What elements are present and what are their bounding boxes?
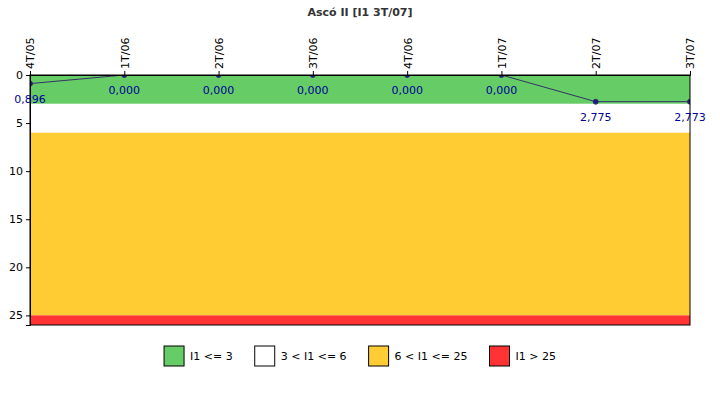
x-tick-mark [124,71,125,75]
legend-swatch [369,346,389,366]
data-label: 0,000 [109,84,141,97]
x-tick: 4T/06 [401,38,414,75]
x-tick-label: 1T/06 [119,38,132,69]
x-axis: 4T/05 1T/06 2T/06 3T/06 4T/06 1T/07 2T/07 3T/07 [24,38,697,76]
y-tick-label: 20 [9,261,23,274]
legend-swatch [255,346,275,366]
legend-label: 6 < I1 <= 25 [395,350,468,363]
data-label: 0,000 [486,84,518,97]
legend-label: I1 <= 3 [190,350,233,363]
x-tick-label: 4T/06 [401,38,414,69]
y-tick-mark [26,315,30,316]
x-tick-mark [690,71,691,75]
legend: I1 <= 3 3 < I1 <= 6 6 < I1 <= 25 I1 > 25 [164,346,556,366]
x-tick-mark [596,71,597,75]
y-tick-mark [26,219,30,220]
x-tick: 2T/07 [590,38,603,75]
x-tick-label: 1T/07 [496,38,509,69]
x-tick-mark [30,71,31,75]
x-tick-mark [501,71,502,75]
plot-area [30,75,690,325]
plot-frame [30,75,690,325]
y-axis: 0 5 10 15 20 25 [9,69,31,325]
x-tick-mark [219,71,220,75]
x-tick-label: 2T/06 [213,38,226,69]
y-axis-line [26,76,31,326]
y-tick-mark [26,123,30,124]
x-tick-label: 3T/06 [307,38,320,69]
y-tick: 0 [16,69,30,82]
x-tick-mark [407,71,408,75]
x-tick-label: 3T/07 [684,38,697,69]
legend-swatch [489,346,509,366]
x-tick-mark [313,71,314,75]
y-tick-mark [26,171,30,172]
band [30,315,690,325]
band [30,104,690,133]
y-tick-mark [26,267,30,268]
legend-item: 3 < I1 <= 6 [255,346,347,366]
x-axis-line [31,71,691,76]
band [30,133,690,316]
data-label: 0,000 [391,84,423,97]
data-label: 2,775 [580,111,612,124]
legend-item: I1 <= 3 [164,346,233,366]
legend-label: 3 < I1 <= 6 [281,350,347,363]
x-tick-label: 4T/05 [24,38,37,69]
data-label: 0,000 [297,84,329,97]
y-tick-label: 25 [9,309,23,322]
legend-item: 6 < I1 <= 25 [369,346,468,366]
data-label: 0,896 [14,93,46,106]
x-tick: 3T/07 [684,38,697,75]
y-tick-mark [26,75,30,76]
band [30,75,690,104]
y-tick: 25 [9,309,30,322]
series-line [30,75,690,102]
y-tick-label: 10 [9,165,23,178]
data-label: 0,000 [203,84,235,97]
chart: Ascó II [I1 3T/07] 0 5 10 15 20 25 4T/05 1T/06 2T… [0,0,720,400]
legend-item: I1 > 25 [489,346,555,366]
y-tick-label: 5 [16,117,23,130]
data-label: 2,773 [674,111,706,124]
y-tick-label: 15 [9,213,23,226]
point [593,99,598,104]
legend-swatch [164,346,184,366]
title: Ascó II [I1 3T/07] [307,6,412,19]
x-tick: 3T/06 [307,38,320,75]
y-tick-label: 0 [16,69,23,82]
x-tick: 1T/06 [119,38,132,75]
x-tick: 2T/06 [213,38,226,75]
x-tick: 1T/07 [496,38,509,75]
y-tick: 20 [9,261,30,274]
legend-label: I1 > 25 [515,350,555,363]
x-tick: 4T/05 [24,38,37,75]
y-tick: 15 [9,213,30,226]
y-tick: 5 [16,117,30,130]
x-tick-label: 2T/07 [590,38,603,69]
y-tick: 10 [9,165,30,178]
